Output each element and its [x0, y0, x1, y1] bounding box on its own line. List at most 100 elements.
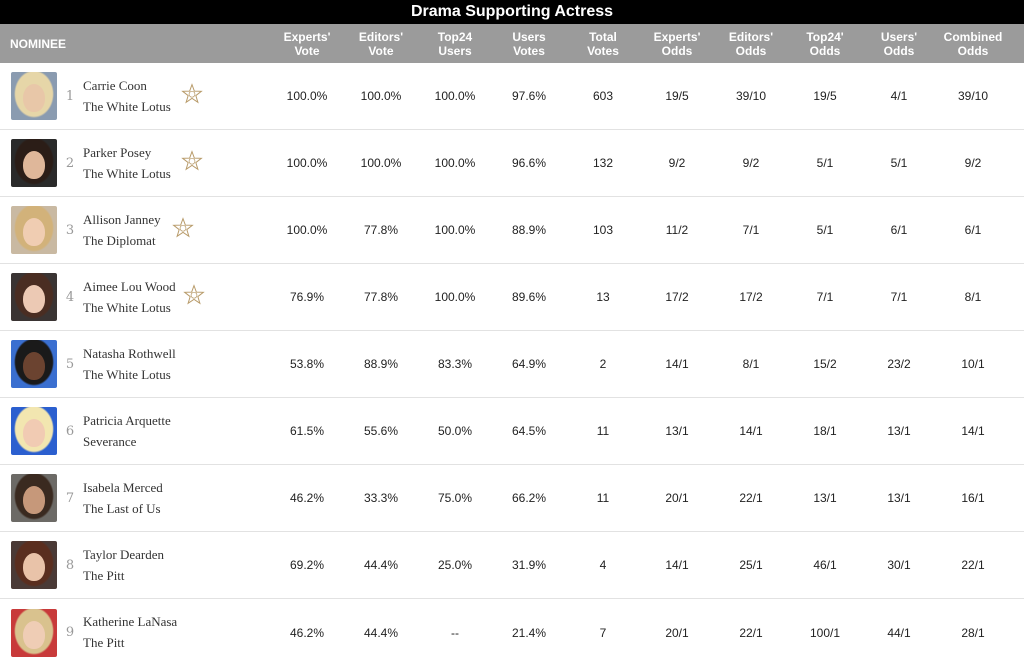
top24-odds-cell: 5/1 [816, 223, 834, 237]
column-header-editors-odds[interactable]: Editors' Odds [728, 29, 774, 58]
rank-number: 2 [65, 155, 75, 171]
users-votes-cell: 64.5% [511, 424, 547, 438]
photo-face [23, 352, 45, 380]
column-header-users-votes[interactable]: Users Votes [512, 29, 546, 58]
nominee-name-link[interactable]: Allison Janney [83, 211, 161, 227]
show-title-link[interactable]: The White Lotus [83, 299, 171, 315]
nominee-names: Isabela Merced The Last of Us [83, 480, 163, 517]
nominee-name-link[interactable]: Carrie Coon [83, 77, 147, 93]
editors-odds-cell: 25/1 [739, 558, 763, 572]
nominee-photo[interactable] [11, 474, 57, 522]
table-row[interactable]: 4 Aimee Lou Wood The White Lotus 76.9% 77.8%… [0, 264, 1024, 331]
nominee-names: Taylor Dearden The Pitt [83, 547, 164, 584]
editors-vote-cell: 88.9% [363, 357, 399, 371]
editors-odds-cell: 14/1 [739, 424, 763, 438]
column-header-combined-odds[interactable]: Combined Odds [943, 29, 1003, 58]
nominee-name-link[interactable]: Aimee Lou Wood [83, 278, 176, 294]
nominee-photo[interactable] [11, 340, 57, 388]
show-title-link[interactable]: The Last of Us [83, 500, 161, 516]
users-votes-cell: 66.2% [511, 491, 547, 505]
nominee-photo[interactable] [11, 541, 57, 589]
editors-vote-cell: 44.4% [363, 558, 399, 572]
combined-odds-cell: 39/10 [957, 89, 989, 103]
nominee-cell: 6 Patricia Arquette Severance [0, 398, 270, 464]
gold-derby-star-icon [181, 83, 203, 105]
combined-odds-cell: 16/1 [961, 491, 985, 505]
experts-vote-cell: 69.2% [289, 558, 325, 572]
show-title-link[interactable]: The Pitt [83, 635, 125, 650]
column-header-experts-odds[interactable]: Experts' Odds [653, 29, 701, 58]
column-header-users-odds[interactable]: Users' Odds [880, 29, 918, 58]
top24-odds-cell: 5/1 [816, 156, 834, 170]
nominee-photo[interactable] [11, 206, 57, 254]
users-odds-cell: 44/1 [887, 625, 911, 640]
nominee-photo[interactable] [11, 139, 57, 187]
column-header-top24-odds[interactable]: Top24' Odds [806, 29, 844, 58]
column-header-experts-vote[interactable]: Experts' Vote [283, 29, 331, 58]
table-row[interactable]: 1 Carrie Coon The White Lotus 100.0% 100.0% 1… [0, 63, 1024, 130]
table-row[interactable]: 2 Parker Posey The White Lotus 100.0% 100.0%… [0, 130, 1024, 197]
nominee-cell: 5 Natasha Rothwell The White Lotus [0, 331, 270, 397]
nominee-names: Parker Posey The White Lotus [83, 145, 171, 182]
nominee-name-link[interactable]: Taylor Dearden [83, 546, 165, 562]
rank-number: 4 [65, 289, 75, 305]
top24-users-cell: 100.0% [434, 223, 476, 237]
top24-users-cell: 100.0% [434, 89, 476, 103]
gold-derby-star-icon [181, 150, 203, 172]
show-title-link[interactable]: The White Lotus [83, 165, 171, 181]
nominee-names: Natasha Rothwell The White Lotus [83, 346, 176, 383]
users-odds-cell: 6/1 [890, 223, 908, 237]
top24-odds-cell: 100/1 [809, 625, 841, 640]
column-header-total-votes[interactable]: Total Votes [587, 29, 619, 58]
table-row[interactable]: 9 Katherine LaNasa The Pitt 46.2% 44.4% -- 21.… [0, 599, 1024, 666]
total-votes-cell: 11 [596, 491, 610, 505]
table-row[interactable]: 5 Natasha Rothwell The White Lotus 53.8% 88.… [0, 331, 1024, 398]
show-title-link[interactable]: Severance [83, 433, 137, 449]
experts-odds-cell: 20/1 [665, 491, 689, 505]
top24-users-cell: -- [451, 625, 459, 640]
top24-users-cell: 75.0% [437, 491, 473, 505]
nominee-table: 1 Carrie Coon The White Lotus 100.0% 100.0% 1… [0, 63, 1024, 666]
show-title-link[interactable]: The Diplomat [83, 232, 156, 248]
nominee-name-link[interactable]: Parker Posey [83, 144, 152, 160]
total-votes-cell: 4 [599, 558, 607, 572]
rank-number: 1 [65, 88, 75, 104]
column-header-nominee[interactable]: NOMINEE [10, 36, 67, 51]
total-votes-cell: 103 [592, 223, 614, 237]
nominee-name-link[interactable]: Katherine LaNasa [83, 614, 178, 629]
column-header-top24-users[interactable]: Top24 Users [437, 29, 473, 58]
column-header-editors-vote[interactable]: Editors' Vote [358, 29, 404, 58]
users-odds-cell: 30/1 [887, 558, 911, 572]
users-votes-cell: 64.9% [511, 357, 547, 371]
nominee-cell: 3 Allison Janney The Diplomat [0, 197, 270, 263]
users-odds-cell: 23/2 [887, 357, 911, 371]
table-header: NOMINEE Experts' Vote Editors' Vote Top2… [0, 24, 1024, 63]
photo-face [23, 218, 45, 246]
show-title-link[interactable]: The Pitt [83, 567, 125, 583]
nominee-name-link[interactable]: Isabela Merced [83, 479, 163, 495]
photo-face [23, 486, 45, 514]
nominee-photo[interactable] [11, 273, 57, 321]
nominee-photo[interactable] [11, 72, 57, 120]
combined-odds-cell: 10/1 [961, 357, 985, 371]
nominee-photo[interactable] [11, 407, 57, 455]
top24-users-cell: 100.0% [434, 156, 476, 170]
combined-odds-cell: 8/1 [964, 290, 982, 304]
nominee-name-link[interactable]: Natasha Rothwell [83, 345, 176, 361]
editors-vote-cell: 55.6% [363, 424, 399, 438]
table-row[interactable]: 3 Allison Janney The Diplomat 100.0% 77.8% 10… [0, 197, 1024, 264]
photo-face [23, 151, 45, 179]
experts-vote-cell: 46.2% [289, 625, 325, 640]
nominee-photo[interactable] [11, 608, 57, 657]
nominee-names: Katherine LaNasa The Pitt [83, 614, 177, 651]
top24-odds-cell: 15/2 [813, 357, 837, 371]
experts-odds-cell: 11/2 [665, 223, 689, 237]
table-row[interactable]: 7 Isabela Merced The Last of Us 46.2% 33.3% 7… [0, 465, 1024, 532]
table-row[interactable]: 8 Taylor Dearden The Pitt 69.2% 44.4% 25.0% 31… [0, 532, 1024, 599]
rank-number: 5 [65, 356, 75, 372]
show-title-link[interactable]: The White Lotus [83, 98, 171, 114]
editors-vote-cell: 100.0% [360, 156, 402, 170]
nominee-name-link[interactable]: Patricia Arquette [83, 412, 171, 428]
table-row[interactable]: 6 Patricia Arquette Severance 61.5% 55.6% 50.… [0, 398, 1024, 465]
show-title-link[interactable]: The White Lotus [83, 366, 171, 382]
